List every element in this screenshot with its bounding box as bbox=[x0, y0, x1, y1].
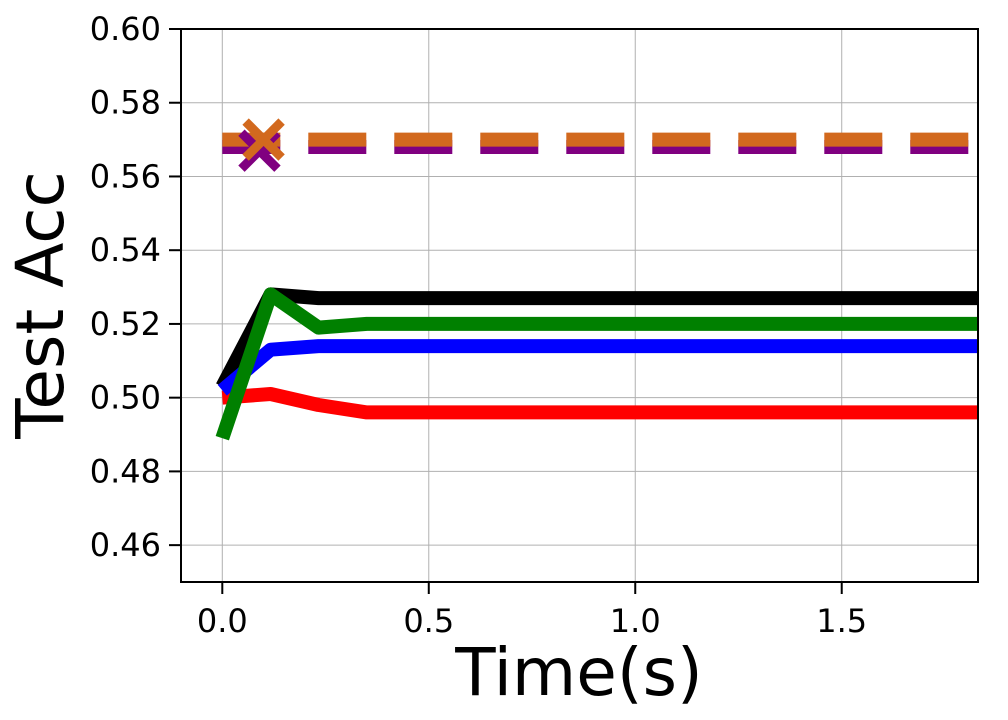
x-axis-title: Time(s) bbox=[454, 634, 702, 711]
y-tick-label: 0.60 bbox=[90, 10, 161, 48]
plot-frame bbox=[180, 28, 979, 583]
x-tick-label: 1.0 bbox=[610, 602, 661, 640]
x-tick-label: 0.0 bbox=[197, 602, 248, 640]
series-layer bbox=[215, 118, 978, 441]
x-tick-label: 1.5 bbox=[816, 602, 867, 640]
series-line-4 bbox=[217, 339, 978, 396]
y-tick-label: 0.52 bbox=[90, 305, 161, 343]
x-marker-1 bbox=[242, 118, 285, 161]
y-tick-label: 0.48 bbox=[90, 452, 161, 490]
x-tick-label: 0.5 bbox=[403, 602, 454, 640]
y-tick-label: 0.56 bbox=[90, 157, 161, 195]
y-tick-label: 0.58 bbox=[90, 84, 161, 122]
y-tick-label: 0.46 bbox=[90, 526, 161, 564]
grid bbox=[181, 28, 978, 582]
series-line-3 bbox=[221, 387, 978, 420]
y-tick-label: 0.54 bbox=[90, 231, 161, 269]
ticks: 0.0 0.5 1.0 1.5 0.46 0.48 0.50 0.52 0.54 0.56 0.58… bbox=[90, 10, 867, 640]
x-marker-stroke bbox=[242, 118, 285, 161]
y-tick-label: 0.50 bbox=[90, 379, 161, 417]
x-marker-stroke bbox=[238, 129, 281, 172]
series-line-5 bbox=[215, 287, 978, 441]
x-marker-0 bbox=[238, 129, 281, 172]
y-axis-title: Test Acc bbox=[2, 171, 79, 440]
